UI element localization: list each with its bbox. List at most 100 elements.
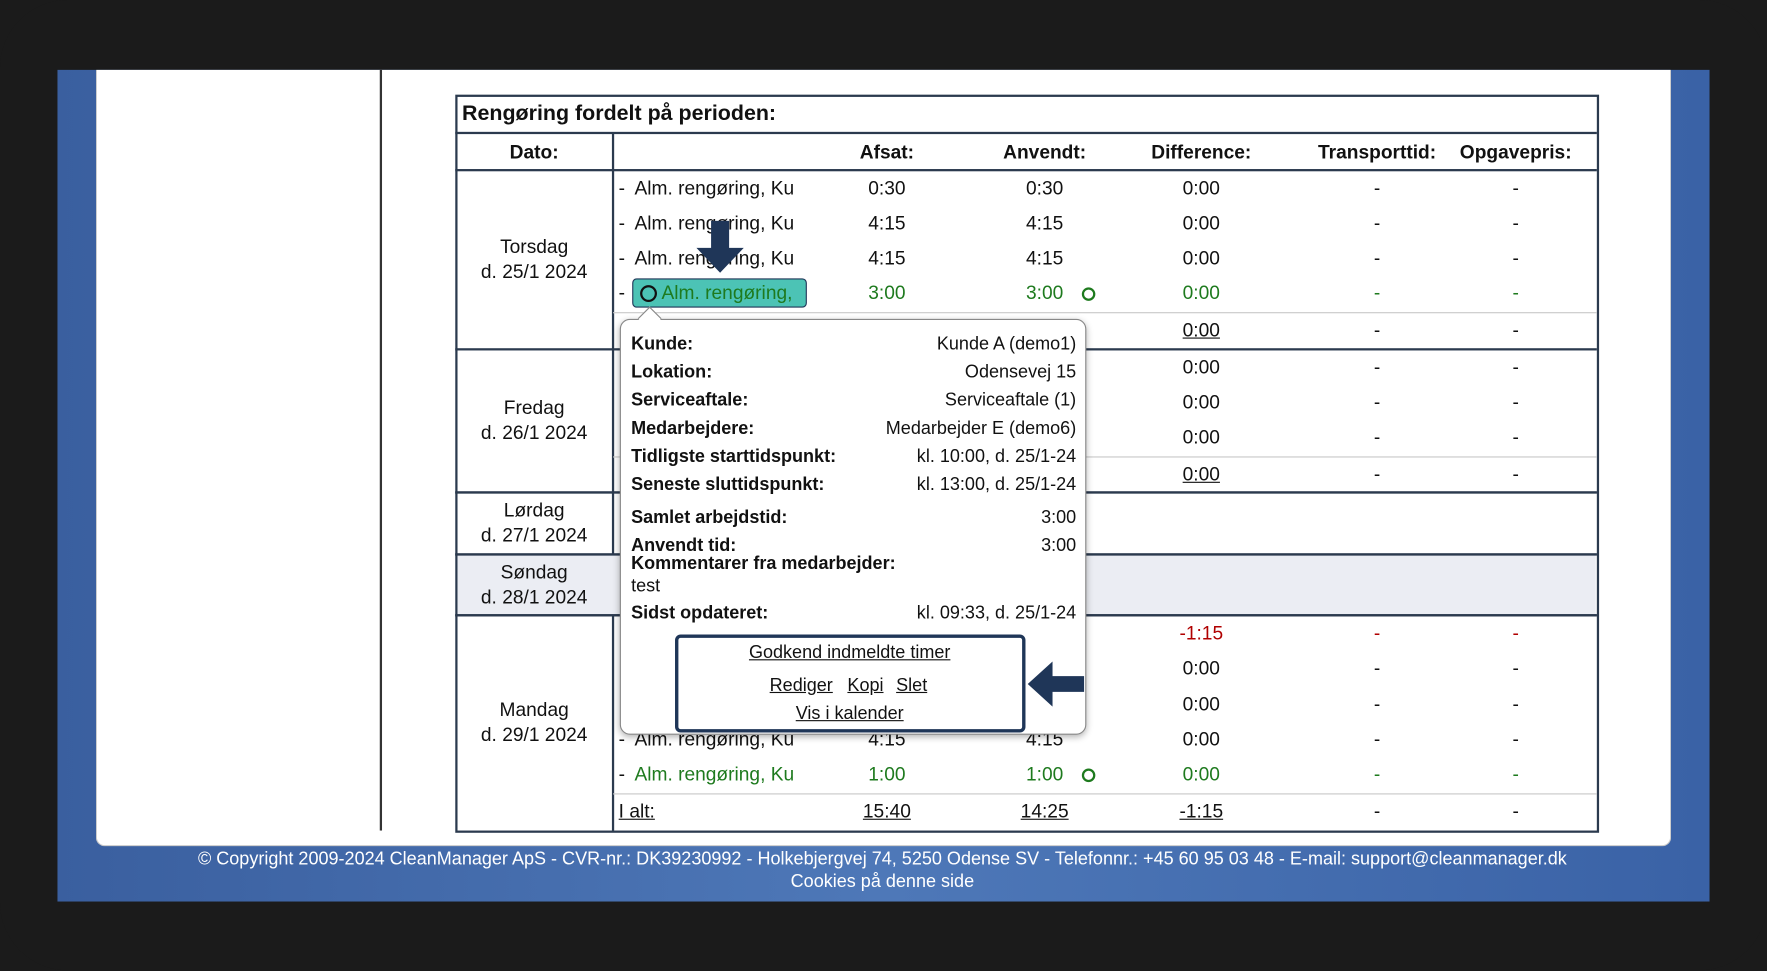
cell-used: 4:15 — [1025, 247, 1064, 269]
arrow-left — [1027, 661, 1085, 707]
popup-value: Odensevej 15 — [964, 362, 1077, 383]
cell-price: - — [1512, 763, 1519, 785]
cell-planned: 4:15 — [868, 212, 906, 234]
popup-label: Lokation: — [631, 362, 713, 383]
task-name[interactable]: Alm. rengøring, Ku — [634, 177, 795, 199]
task-prefix: - — [618, 177, 626, 199]
task-badge[interactable]: Alm. rengøring, — [632, 278, 807, 308]
cell-difference: -1:15 — [1179, 622, 1224, 645]
cell-used: 4:15 — [1025, 212, 1064, 234]
cell-transport: - — [1373, 657, 1381, 679]
cell-transport: - — [1373, 177, 1381, 199]
subtotal-transport: - — [1373, 463, 1381, 486]
popup-value: Medarbejder E (demo6) — [885, 419, 1077, 439]
footer-copyright: © Copyright 2009-2024 CleanManager ApS -… — [197, 849, 1567, 869]
day-date: d. 28/1 2024 — [480, 586, 588, 608]
sidebar-divider — [379, 69, 383, 831]
footer-cookies[interactable]: Cookies på denne side — [790, 872, 975, 892]
table-rule — [613, 456, 1597, 458]
task-name[interactable]: Alm. rengøring, Ku — [634, 763, 795, 785]
popup-label: Tidligste starttidspunkt: — [631, 447, 837, 467]
total-difference: -1:15 — [1179, 800, 1224, 823]
task-popup: Kommentarer fra medarbejder: test Sidst … — [619, 306, 1087, 735]
subtotal-price: - — [1512, 319, 1519, 341]
cell-planned: 4:15 — [868, 247, 906, 269]
total-used: 14:25 — [1020, 800, 1069, 823]
subtotal-difference: 0:00 — [1182, 463, 1220, 486]
calendar-link[interactable]: Vis i kalender — [795, 704, 904, 724]
popup-value: kl. 13:00, d. 25/1-24 — [916, 475, 1077, 495]
task-clip: Alm. rengøring, Ku — [634, 175, 806, 202]
popup-label: Serviceaftale: — [631, 391, 749, 411]
header-cell: Anvendt: — [1003, 141, 1087, 163]
subtotal-transport: - — [1373, 319, 1381, 341]
status-icon — [1081, 768, 1096, 783]
cell-transport: - — [1373, 212, 1381, 234]
status-icon — [1081, 287, 1096, 301]
task-clip: Alm. rengøring, Ku — [634, 761, 806, 788]
cell-transport: - — [1373, 356, 1381, 379]
header-cell: Opgavepris: — [1459, 141, 1572, 163]
cell-price: - — [1512, 657, 1519, 679]
total-planned: 15:40 — [862, 800, 911, 823]
day-name: Mandag — [499, 699, 569, 721]
task-name: Alm. rengøring, — [661, 282, 793, 304]
day-name: Lørdag — [503, 499, 565, 522]
approve-link[interactable]: Godkend indmeldte timer — [748, 643, 951, 663]
header-cell: Difference: — [1151, 141, 1252, 163]
cell-planned: 0:30 — [868, 177, 906, 199]
popup-label: Seneste sluttidspunkt: — [631, 475, 825, 495]
cell-used: 0:30 — [1025, 177, 1064, 199]
cell-price: - — [1512, 426, 1519, 448]
table-rule — [455, 169, 1597, 172]
day-date: d. 25/1 2024 — [480, 260, 588, 283]
cell-price: - — [1512, 282, 1519, 304]
popup-label: Anvendt tid: — [631, 536, 737, 556]
cell-price: - — [1512, 728, 1519, 750]
task-status-icon — [640, 285, 657, 303]
cell-difference: 0:00 — [1182, 177, 1220, 199]
task-prefix: - — [618, 212, 626, 234]
header-cell: Dato: — [509, 141, 559, 163]
comment: test — [631, 576, 661, 597]
subtotal-difference: 0:00 — [1182, 319, 1220, 341]
day-date: d. 27/1 2024 — [480, 524, 588, 546]
task-prefix: - — [618, 763, 626, 785]
cell-difference: 0:00 — [1182, 391, 1220, 414]
day-date: d. 29/1 2024 — [480, 724, 588, 746]
popup-value: Kunde A (demo1) — [936, 334, 1077, 354]
edit-link[interactable]: Rediger — [769, 676, 833, 696]
cell-transport: - — [1373, 693, 1381, 716]
cell-transport: - — [1373, 763, 1381, 785]
popup-label: Medarbejdere: — [631, 419, 755, 439]
cell-price: - — [1512, 391, 1519, 414]
cell-transport: - — [1373, 622, 1381, 645]
popup-label: Samlet arbejdstid: — [631, 508, 788, 528]
cell-transport: - — [1373, 282, 1381, 304]
arrow-down — [696, 220, 744, 273]
copy-link[interactable]: Kopi — [847, 676, 884, 696]
popup-value: kl. 10:00, d. 25/1-24 — [916, 447, 1077, 467]
task-prefix: - — [618, 247, 626, 269]
cell-difference: 0:00 — [1182, 693, 1220, 716]
cell-transport: - — [1373, 391, 1381, 414]
delete-link[interactable]: Slet — [896, 676, 928, 696]
cell-difference: 0:00 — [1182, 247, 1220, 269]
cell-difference: 0:00 — [1182, 763, 1220, 785]
cell-used: 1:00 — [1025, 763, 1064, 785]
updated-label: Sidst opdateret: — [631, 604, 769, 624]
popup-label: Kunde: — [631, 334, 694, 354]
cell-price: - — [1512, 212, 1519, 234]
updated: kl. 09:33, d. 25/1-24 — [916, 604, 1077, 624]
task-prefix: - — [618, 282, 626, 304]
cell-price: - — [1512, 177, 1519, 199]
total-label: I alt: — [618, 800, 655, 823]
total-price: - — [1512, 800, 1519, 823]
cell-difference: 0:00 — [1182, 212, 1220, 234]
day-name: Torsdag — [500, 236, 569, 258]
cell-price: - — [1512, 356, 1519, 379]
table-rule — [455, 131, 1597, 135]
cell-transport: - — [1373, 247, 1381, 269]
